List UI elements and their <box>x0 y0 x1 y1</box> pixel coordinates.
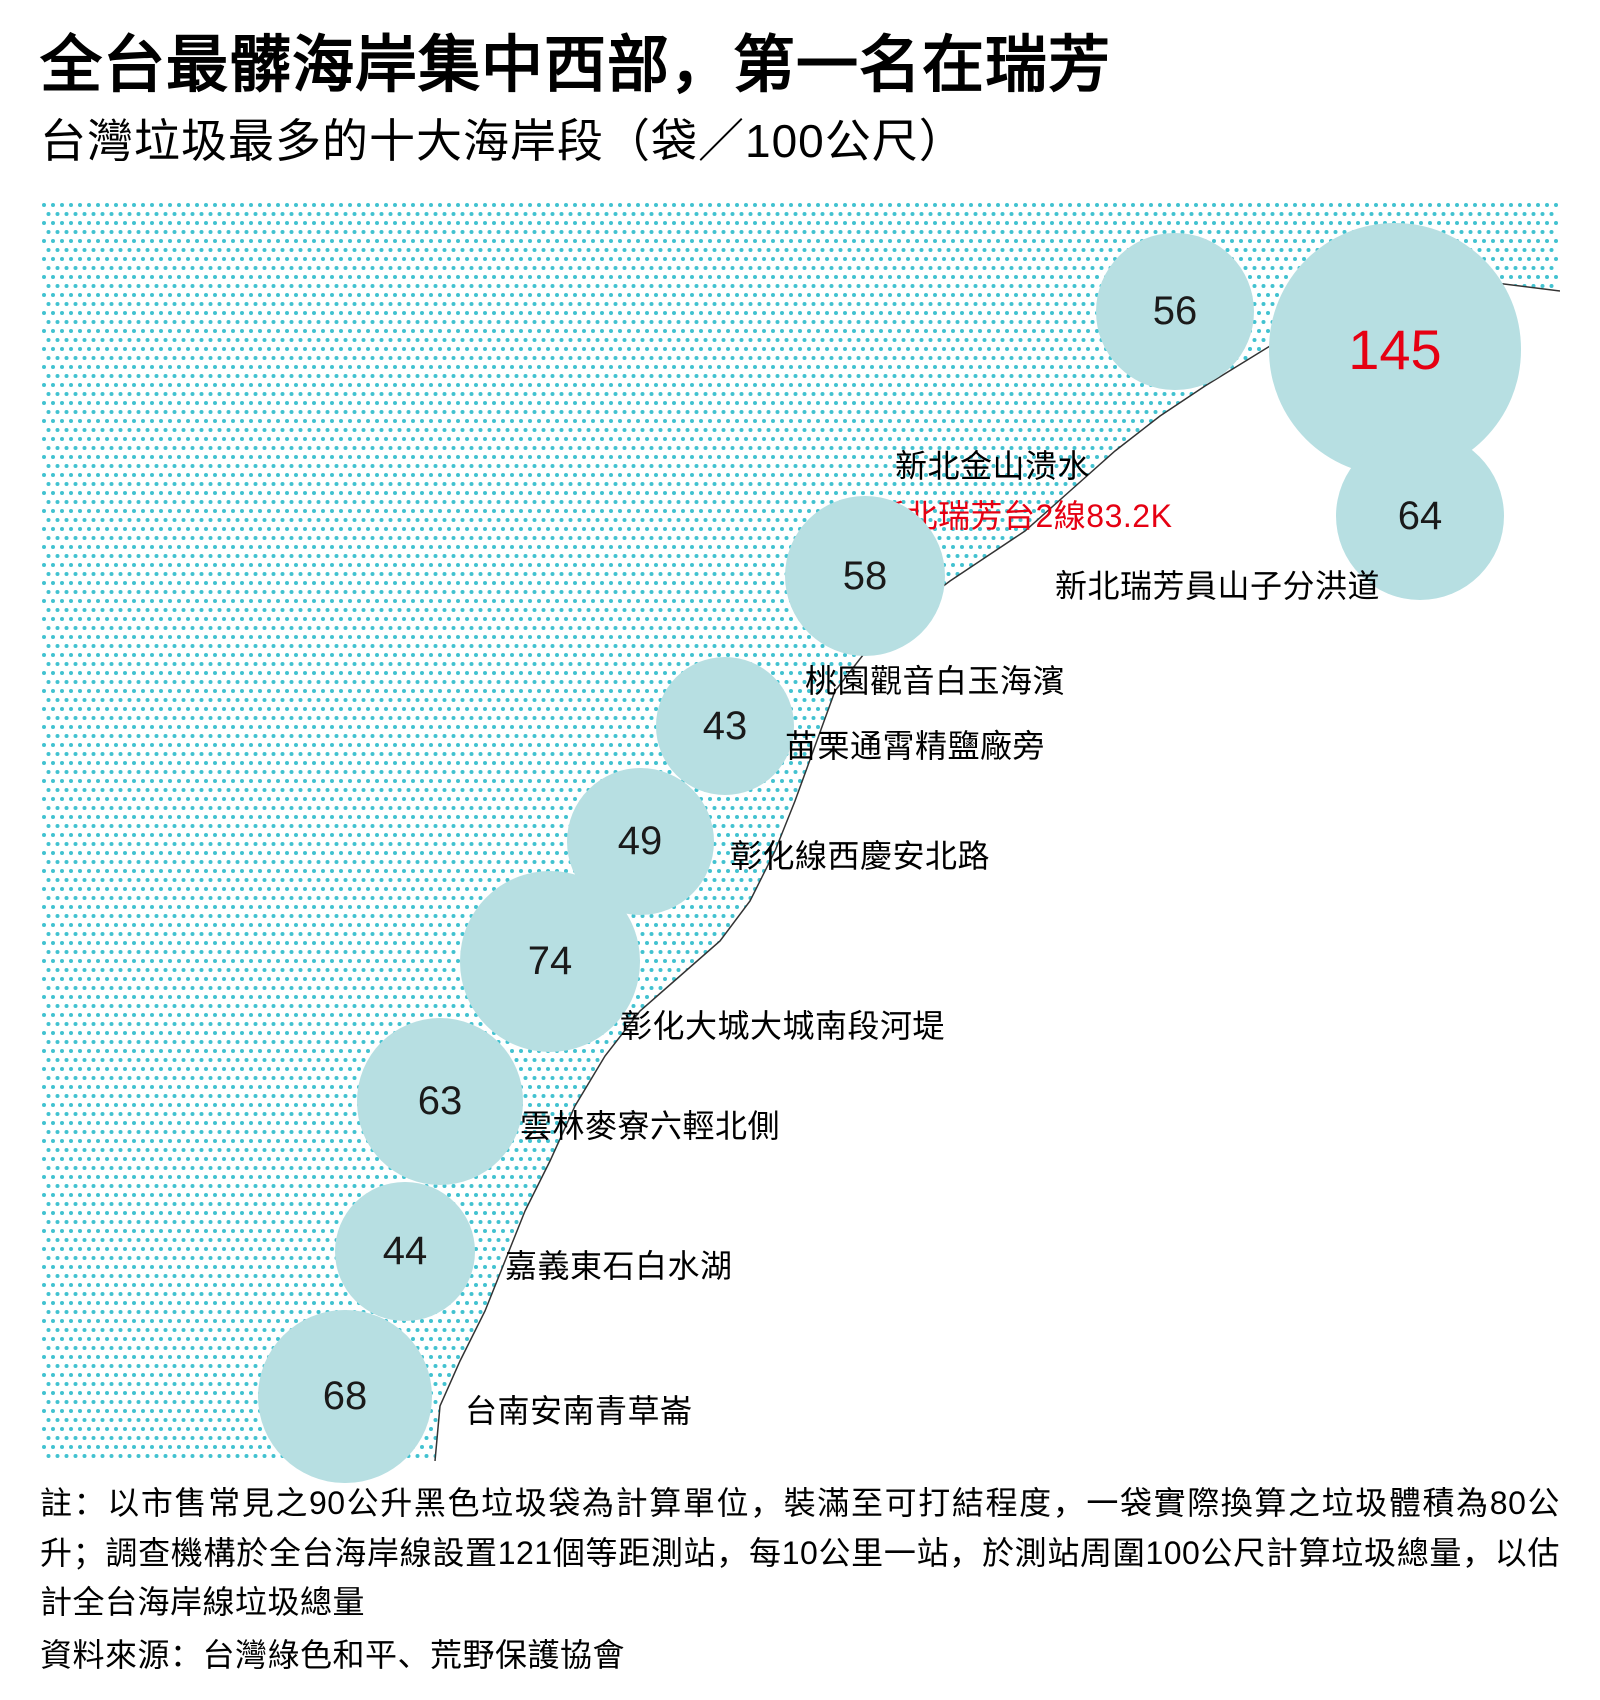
source-line: 資料來源：台灣綠色和平、荒野保護協會 <box>40 1630 1560 1676</box>
bubble-p44: 44 <box>335 1182 474 1321</box>
bubble-value: 44 <box>383 1229 428 1274</box>
location-label-p63: 雲林麥寮六輕北側 <box>520 1101 780 1147</box>
location-label-p56: 新北金山溃水 <box>895 441 1090 487</box>
location-label-p44: 嘉義東石白水湖 <box>505 1241 733 1287</box>
coast-bubble-map: 56新北金山溃水145新北瑞芳台2線83.2K64新北瑞芳員山子分洪道58桃園觀… <box>40 201 1560 1461</box>
bubble-p63: 63 <box>357 1018 524 1185</box>
bubble-value: 64 <box>1398 494 1443 539</box>
bubble-value: 63 <box>418 1079 463 1124</box>
footnote: 註：以市售常見之90公升黑色垃圾袋為計算單位，裝滿至可打結程度，一袋實際換算之垃… <box>40 1479 1560 1628</box>
bubble-value: 68 <box>323 1374 368 1419</box>
page-subtitle: 台灣垃圾最多的十大海岸段（袋／100公尺） <box>40 105 1560 171</box>
location-label-p74: 彰化大城大城南段河堤 <box>620 1001 945 1047</box>
bubble-value: 145 <box>1348 317 1441 382</box>
bubble-p43: 43 <box>656 657 794 795</box>
location-label-p64: 新北瑞芳員山子分洪道 <box>1055 561 1380 607</box>
bubble-value: 56 <box>1153 289 1198 334</box>
bubble-p56: 56 <box>1096 233 1253 390</box>
bubble-value: 49 <box>618 819 663 864</box>
bubble-value: 43 <box>703 704 748 749</box>
location-label-p49: 彰化線西慶安北路 <box>730 831 990 877</box>
location-label-p43: 苗栗通霄精鹽廠旁 <box>785 721 1045 767</box>
bubble-p68: 68 <box>258 1310 431 1483</box>
location-label-p68: 台南安南青草崙 <box>465 1386 693 1432</box>
location-label-p58: 桃園觀音白玉海濱 <box>805 656 1065 702</box>
bubble-p74: 74 <box>460 871 641 1052</box>
page-title: 全台最髒海岸集中西部，第一名在瑞芳 <box>40 30 1560 101</box>
bubble-value: 58 <box>843 554 888 599</box>
bubble-p58: 58 <box>785 496 945 656</box>
bubble-value: 74 <box>528 939 573 984</box>
